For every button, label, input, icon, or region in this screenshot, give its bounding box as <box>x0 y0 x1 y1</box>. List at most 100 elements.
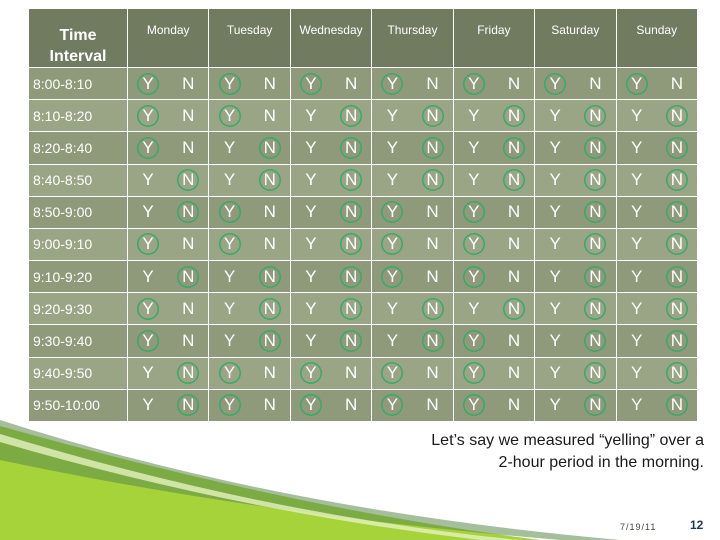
no-option[interactable]: N <box>503 105 525 127</box>
no-option[interactable]: N <box>259 137 281 159</box>
no-option[interactable]: N <box>584 105 606 127</box>
yes-option[interactable]: Y <box>137 105 159 127</box>
yes-option[interactable]: Y <box>386 170 399 190</box>
no-option[interactable]: N <box>666 330 688 352</box>
yes-option[interactable]: Y <box>468 137 480 157</box>
no-option[interactable]: N <box>589 73 602 93</box>
no-option[interactable]: N <box>666 169 688 191</box>
yes-option[interactable]: Y <box>549 330 561 350</box>
yes-option[interactable]: Y <box>223 170 236 190</box>
no-option[interactable]: N <box>263 234 276 254</box>
yes-option[interactable]: Y <box>468 170 480 190</box>
no-option[interactable]: N <box>340 169 362 191</box>
yes-option[interactable]: Y <box>463 201 485 223</box>
no-option[interactable]: N <box>422 169 444 191</box>
no-option[interactable]: N <box>666 266 688 288</box>
yes-option[interactable]: Y <box>142 202 154 222</box>
no-option[interactable]: N <box>182 298 195 318</box>
yes-option[interactable]: Y <box>223 330 236 350</box>
yes-option[interactable]: Y <box>630 395 643 415</box>
no-option[interactable]: N <box>503 298 525 320</box>
no-option[interactable]: N <box>177 201 199 223</box>
yes-option[interactable]: Y <box>549 298 561 318</box>
no-option[interactable]: N <box>666 233 688 255</box>
yes-option[interactable]: Y <box>305 170 317 190</box>
no-option[interactable]: N <box>263 73 276 93</box>
no-option[interactable]: N <box>584 330 606 352</box>
no-option[interactable]: N <box>177 394 199 416</box>
yes-option[interactable]: Y <box>630 266 643 286</box>
no-option[interactable]: N <box>666 298 688 320</box>
yes-option[interactable]: Y <box>381 73 403 95</box>
no-option[interactable]: N <box>422 105 444 127</box>
no-option[interactable]: N <box>426 234 439 254</box>
yes-option[interactable]: Y <box>381 233 403 255</box>
yes-option[interactable]: Y <box>305 105 317 125</box>
yes-option[interactable]: Y <box>386 298 399 318</box>
no-option[interactable]: N <box>340 298 362 320</box>
yes-option[interactable]: Y <box>468 105 480 125</box>
no-option[interactable]: N <box>666 362 688 384</box>
yes-option[interactable]: Y <box>305 202 317 222</box>
yes-option[interactable]: Y <box>137 73 159 95</box>
yes-option[interactable]: Y <box>142 363 154 383</box>
yes-option[interactable]: Y <box>630 137 643 157</box>
no-option[interactable]: N <box>340 233 362 255</box>
yes-option[interactable]: Y <box>630 363 643 383</box>
yes-option[interactable]: Y <box>463 394 485 416</box>
no-option[interactable]: N <box>670 73 684 93</box>
yes-option[interactable]: Y <box>300 394 322 416</box>
no-option[interactable]: N <box>426 73 439 93</box>
no-option[interactable]: N <box>666 394 688 416</box>
no-option[interactable]: N <box>507 395 521 415</box>
no-option[interactable]: N <box>259 266 281 288</box>
yes-option[interactable]: Y <box>463 362 485 384</box>
no-option[interactable]: N <box>422 330 444 352</box>
no-option[interactable]: N <box>503 137 525 159</box>
no-option[interactable]: N <box>584 169 606 191</box>
no-option[interactable]: N <box>182 105 195 125</box>
no-option[interactable]: N <box>584 233 606 255</box>
yes-option[interactable]: Y <box>381 394 403 416</box>
yes-option[interactable]: Y <box>305 298 317 318</box>
yes-option[interactable]: Y <box>142 395 154 415</box>
no-option[interactable]: N <box>666 201 688 223</box>
yes-option[interactable]: Y <box>381 362 403 384</box>
yes-option[interactable]: Y <box>305 137 317 157</box>
no-option[interactable]: N <box>584 298 606 320</box>
yes-option[interactable]: Y <box>305 234 317 254</box>
yes-option[interactable]: Y <box>219 73 241 95</box>
no-option[interactable]: N <box>182 137 195 157</box>
yes-option[interactable]: Y <box>626 73 648 95</box>
yes-option[interactable]: Y <box>468 298 480 318</box>
no-option[interactable]: N <box>177 266 199 288</box>
yes-option[interactable]: Y <box>381 201 403 223</box>
no-option[interactable]: N <box>584 394 606 416</box>
yes-option[interactable]: Y <box>137 298 159 320</box>
no-option[interactable]: N <box>263 395 276 415</box>
yes-option[interactable]: Y <box>630 234 643 254</box>
no-option[interactable]: N <box>259 169 281 191</box>
yes-option[interactable]: Y <box>305 330 317 350</box>
yes-option[interactable]: Y <box>549 202 561 222</box>
yes-option[interactable]: Y <box>137 137 159 159</box>
yes-option[interactable]: Y <box>549 234 561 254</box>
no-option[interactable]: N <box>507 266 521 286</box>
yes-option[interactable]: Y <box>219 362 241 384</box>
yes-option[interactable]: Y <box>300 362 322 384</box>
yes-option[interactable]: Y <box>223 266 236 286</box>
yes-option[interactable]: Y <box>386 330 399 350</box>
yes-option[interactable]: Y <box>300 73 322 95</box>
no-option[interactable]: N <box>182 73 195 93</box>
no-option[interactable]: N <box>584 362 606 384</box>
yes-option[interactable]: Y <box>630 105 643 125</box>
yes-option[interactable]: Y <box>386 105 399 125</box>
yes-option[interactable]: Y <box>630 170 643 190</box>
yes-option[interactable]: Y <box>463 330 485 352</box>
no-option[interactable]: N <box>584 201 606 223</box>
no-option[interactable]: N <box>422 137 444 159</box>
no-option[interactable]: N <box>507 234 521 254</box>
no-option[interactable]: N <box>182 234 195 254</box>
yes-option[interactable]: Y <box>549 105 561 125</box>
no-option[interactable]: N <box>507 363 521 383</box>
